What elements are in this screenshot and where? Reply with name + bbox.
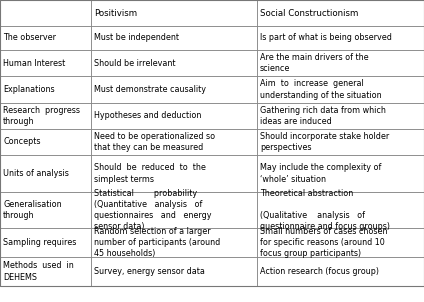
Text: Statistical        probability
(Quantitative   analysis   of
questionnaires   an: Statistical probability (Quantitative an… bbox=[94, 189, 212, 231]
Bar bbox=[257, 155, 424, 192]
Text: Are the main drivers of the
science: Are the main drivers of the science bbox=[260, 53, 368, 73]
Bar bbox=[257, 76, 424, 103]
Text: Must be independent: Must be independent bbox=[94, 34, 179, 43]
Bar bbox=[91, 155, 257, 192]
Bar bbox=[91, 129, 257, 155]
Bar bbox=[0, 26, 91, 50]
Text: Is part of what is being observed: Is part of what is being observed bbox=[260, 34, 392, 43]
Bar bbox=[0, 0, 91, 26]
Bar bbox=[0, 228, 91, 257]
Text: Sampling requires: Sampling requires bbox=[3, 238, 76, 247]
Text: Methods  used  in
DEHEMS: Methods used in DEHEMS bbox=[3, 262, 74, 281]
Bar bbox=[0, 192, 91, 228]
Text: Should be irrelevant: Should be irrelevant bbox=[94, 59, 176, 68]
Bar bbox=[257, 129, 424, 155]
Bar bbox=[0, 257, 91, 286]
Text: Hypotheses and deduction: Hypotheses and deduction bbox=[94, 111, 201, 120]
Text: Research  progress
through: Research progress through bbox=[3, 106, 80, 126]
Bar bbox=[257, 0, 424, 26]
Text: Theoretical abstraction

(Qualitative    analysis   of
questionnaire and focus g: Theoretical abstraction (Qualitative ana… bbox=[260, 189, 390, 231]
Bar bbox=[91, 103, 257, 129]
Text: Explanations: Explanations bbox=[3, 85, 55, 94]
Bar bbox=[257, 26, 424, 50]
Text: Should  be  reduced  to  the
simplest terms: Should be reduced to the simplest terms bbox=[94, 163, 206, 184]
Bar bbox=[91, 0, 257, 26]
Text: Must demonstrate causality: Must demonstrate causality bbox=[94, 85, 206, 94]
Text: Generalisation
through: Generalisation through bbox=[3, 200, 61, 220]
Bar bbox=[91, 192, 257, 228]
Text: Action research (focus group): Action research (focus group) bbox=[260, 267, 379, 276]
Bar bbox=[91, 228, 257, 257]
Text: Need to be operationalized so
that they can be measured: Need to be operationalized so that they … bbox=[94, 132, 215, 152]
Text: The observer: The observer bbox=[3, 34, 56, 43]
Text: Survey, energy sensor data: Survey, energy sensor data bbox=[94, 267, 205, 276]
Bar bbox=[257, 50, 424, 76]
Text: Gathering rich data from which
ideas are induced: Gathering rich data from which ideas are… bbox=[260, 106, 386, 126]
Bar bbox=[91, 257, 257, 286]
Text: Aim  to  increase  general
understanding of the situation: Aim to increase general understanding of… bbox=[260, 79, 382, 100]
Text: Positivism: Positivism bbox=[94, 8, 137, 18]
Bar bbox=[91, 76, 257, 103]
Bar bbox=[0, 103, 91, 129]
Text: Should incorporate stake holder
perspectives: Should incorporate stake holder perspect… bbox=[260, 132, 389, 152]
Bar bbox=[0, 50, 91, 76]
Bar bbox=[91, 26, 257, 50]
Bar bbox=[0, 129, 91, 155]
Text: Human Interest: Human Interest bbox=[3, 59, 65, 68]
Bar bbox=[257, 257, 424, 286]
Text: Concepts: Concepts bbox=[3, 137, 41, 146]
Bar bbox=[0, 76, 91, 103]
Bar bbox=[257, 228, 424, 257]
Text: Small numbers of cases chosen
for specific reasons (around 10
focus group partic: Small numbers of cases chosen for specif… bbox=[260, 227, 388, 258]
Text: Social Constructionism: Social Constructionism bbox=[260, 8, 358, 18]
Text: Units of analysis: Units of analysis bbox=[3, 169, 69, 178]
Bar bbox=[91, 50, 257, 76]
Text: Random selection of a larger
number of participants (around
45 households): Random selection of a larger number of p… bbox=[94, 227, 220, 258]
Bar bbox=[257, 103, 424, 129]
Text: May include the complexity of
‘whole’ situation: May include the complexity of ‘whole’ si… bbox=[260, 163, 381, 184]
Bar bbox=[257, 192, 424, 228]
Bar bbox=[0, 155, 91, 192]
